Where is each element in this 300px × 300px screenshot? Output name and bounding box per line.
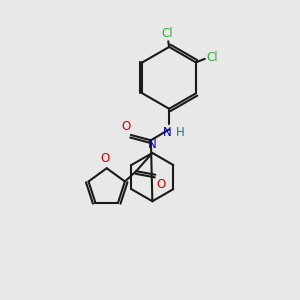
Text: O: O (100, 152, 110, 165)
Text: H: H (176, 126, 185, 139)
Text: Cl: Cl (162, 28, 173, 40)
Text: O: O (156, 178, 165, 191)
Text: O: O (121, 120, 130, 133)
Text: N: N (148, 138, 157, 151)
Text: Cl: Cl (206, 52, 218, 64)
Text: N: N (162, 126, 171, 139)
